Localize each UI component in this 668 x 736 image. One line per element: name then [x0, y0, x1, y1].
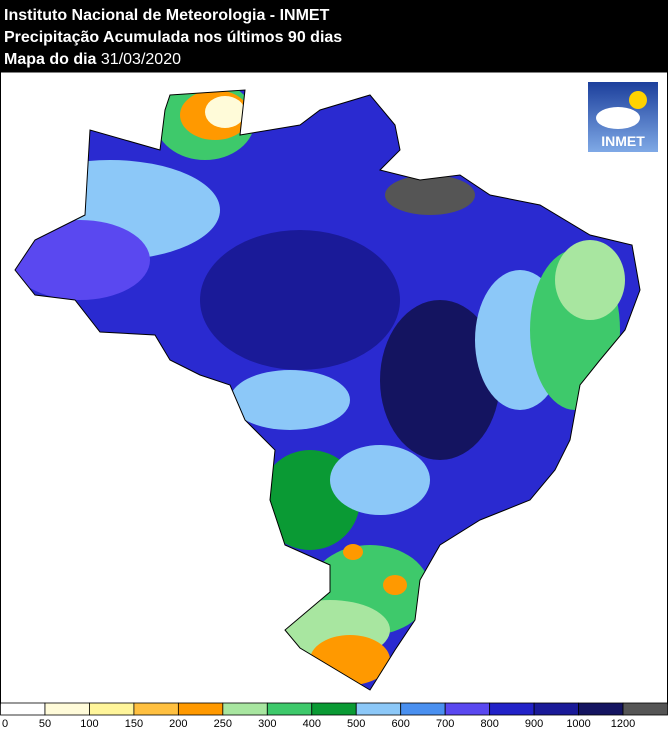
legend-swatch [44, 702, 90, 716]
legend-swatch [444, 702, 491, 716]
legend-label: 1200 [611, 718, 635, 730]
title: Instituto Nacional de Meteorologia - INM… [4, 7, 330, 24]
legend-label: 900 [525, 718, 543, 730]
header-band [0, 0, 668, 72]
legend-swatch [133, 702, 179, 716]
legend-label: 400 [303, 718, 321, 730]
legend-label: 1000 [566, 718, 590, 730]
legend: 0 50 100 150 200 250 300 400 500 600 700 800 900 1000… [0, 702, 668, 730]
logo-sun [629, 91, 647, 109]
date-line: Mapa do dia 31/03/2020 [4, 51, 181, 68]
legend-swatch [355, 702, 402, 716]
logo-cloud [596, 107, 640, 129]
legend-swatch [89, 702, 135, 716]
legend-swatch [0, 702, 46, 716]
legend-swatch [533, 702, 579, 716]
legend-label: 100 [80, 718, 98, 730]
legend-swatch [400, 702, 446, 716]
legend-label: 500 [347, 718, 365, 730]
legend-label: 250 [214, 718, 232, 730]
legend-swatch [489, 702, 535, 716]
legend-label: 50 [39, 718, 51, 730]
legend-swatch [266, 702, 313, 716]
legend-label: 700 [436, 718, 454, 730]
subtitle: Precipitação Acumulada nos últimos 90 di… [4, 29, 342, 46]
legend-swatch [578, 702, 624, 716]
date-label: Mapa do dia [4, 51, 97, 68]
legend-label: 300 [258, 718, 276, 730]
legend-label: 800 [480, 718, 498, 730]
legend-label: 200 [169, 718, 187, 730]
country-outline [14, 89, 641, 691]
date: 31/03/2020 [101, 51, 181, 68]
legend-swatch [222, 702, 268, 716]
legend-label: 150 [125, 718, 143, 730]
legend-swatch [622, 702, 668, 716]
legend-swatch [177, 702, 224, 716]
logo-text: INMET [601, 133, 645, 149]
legend-swatch [311, 702, 357, 716]
legend-label: 600 [392, 718, 410, 730]
legend-label: 0 [2, 718, 8, 730]
